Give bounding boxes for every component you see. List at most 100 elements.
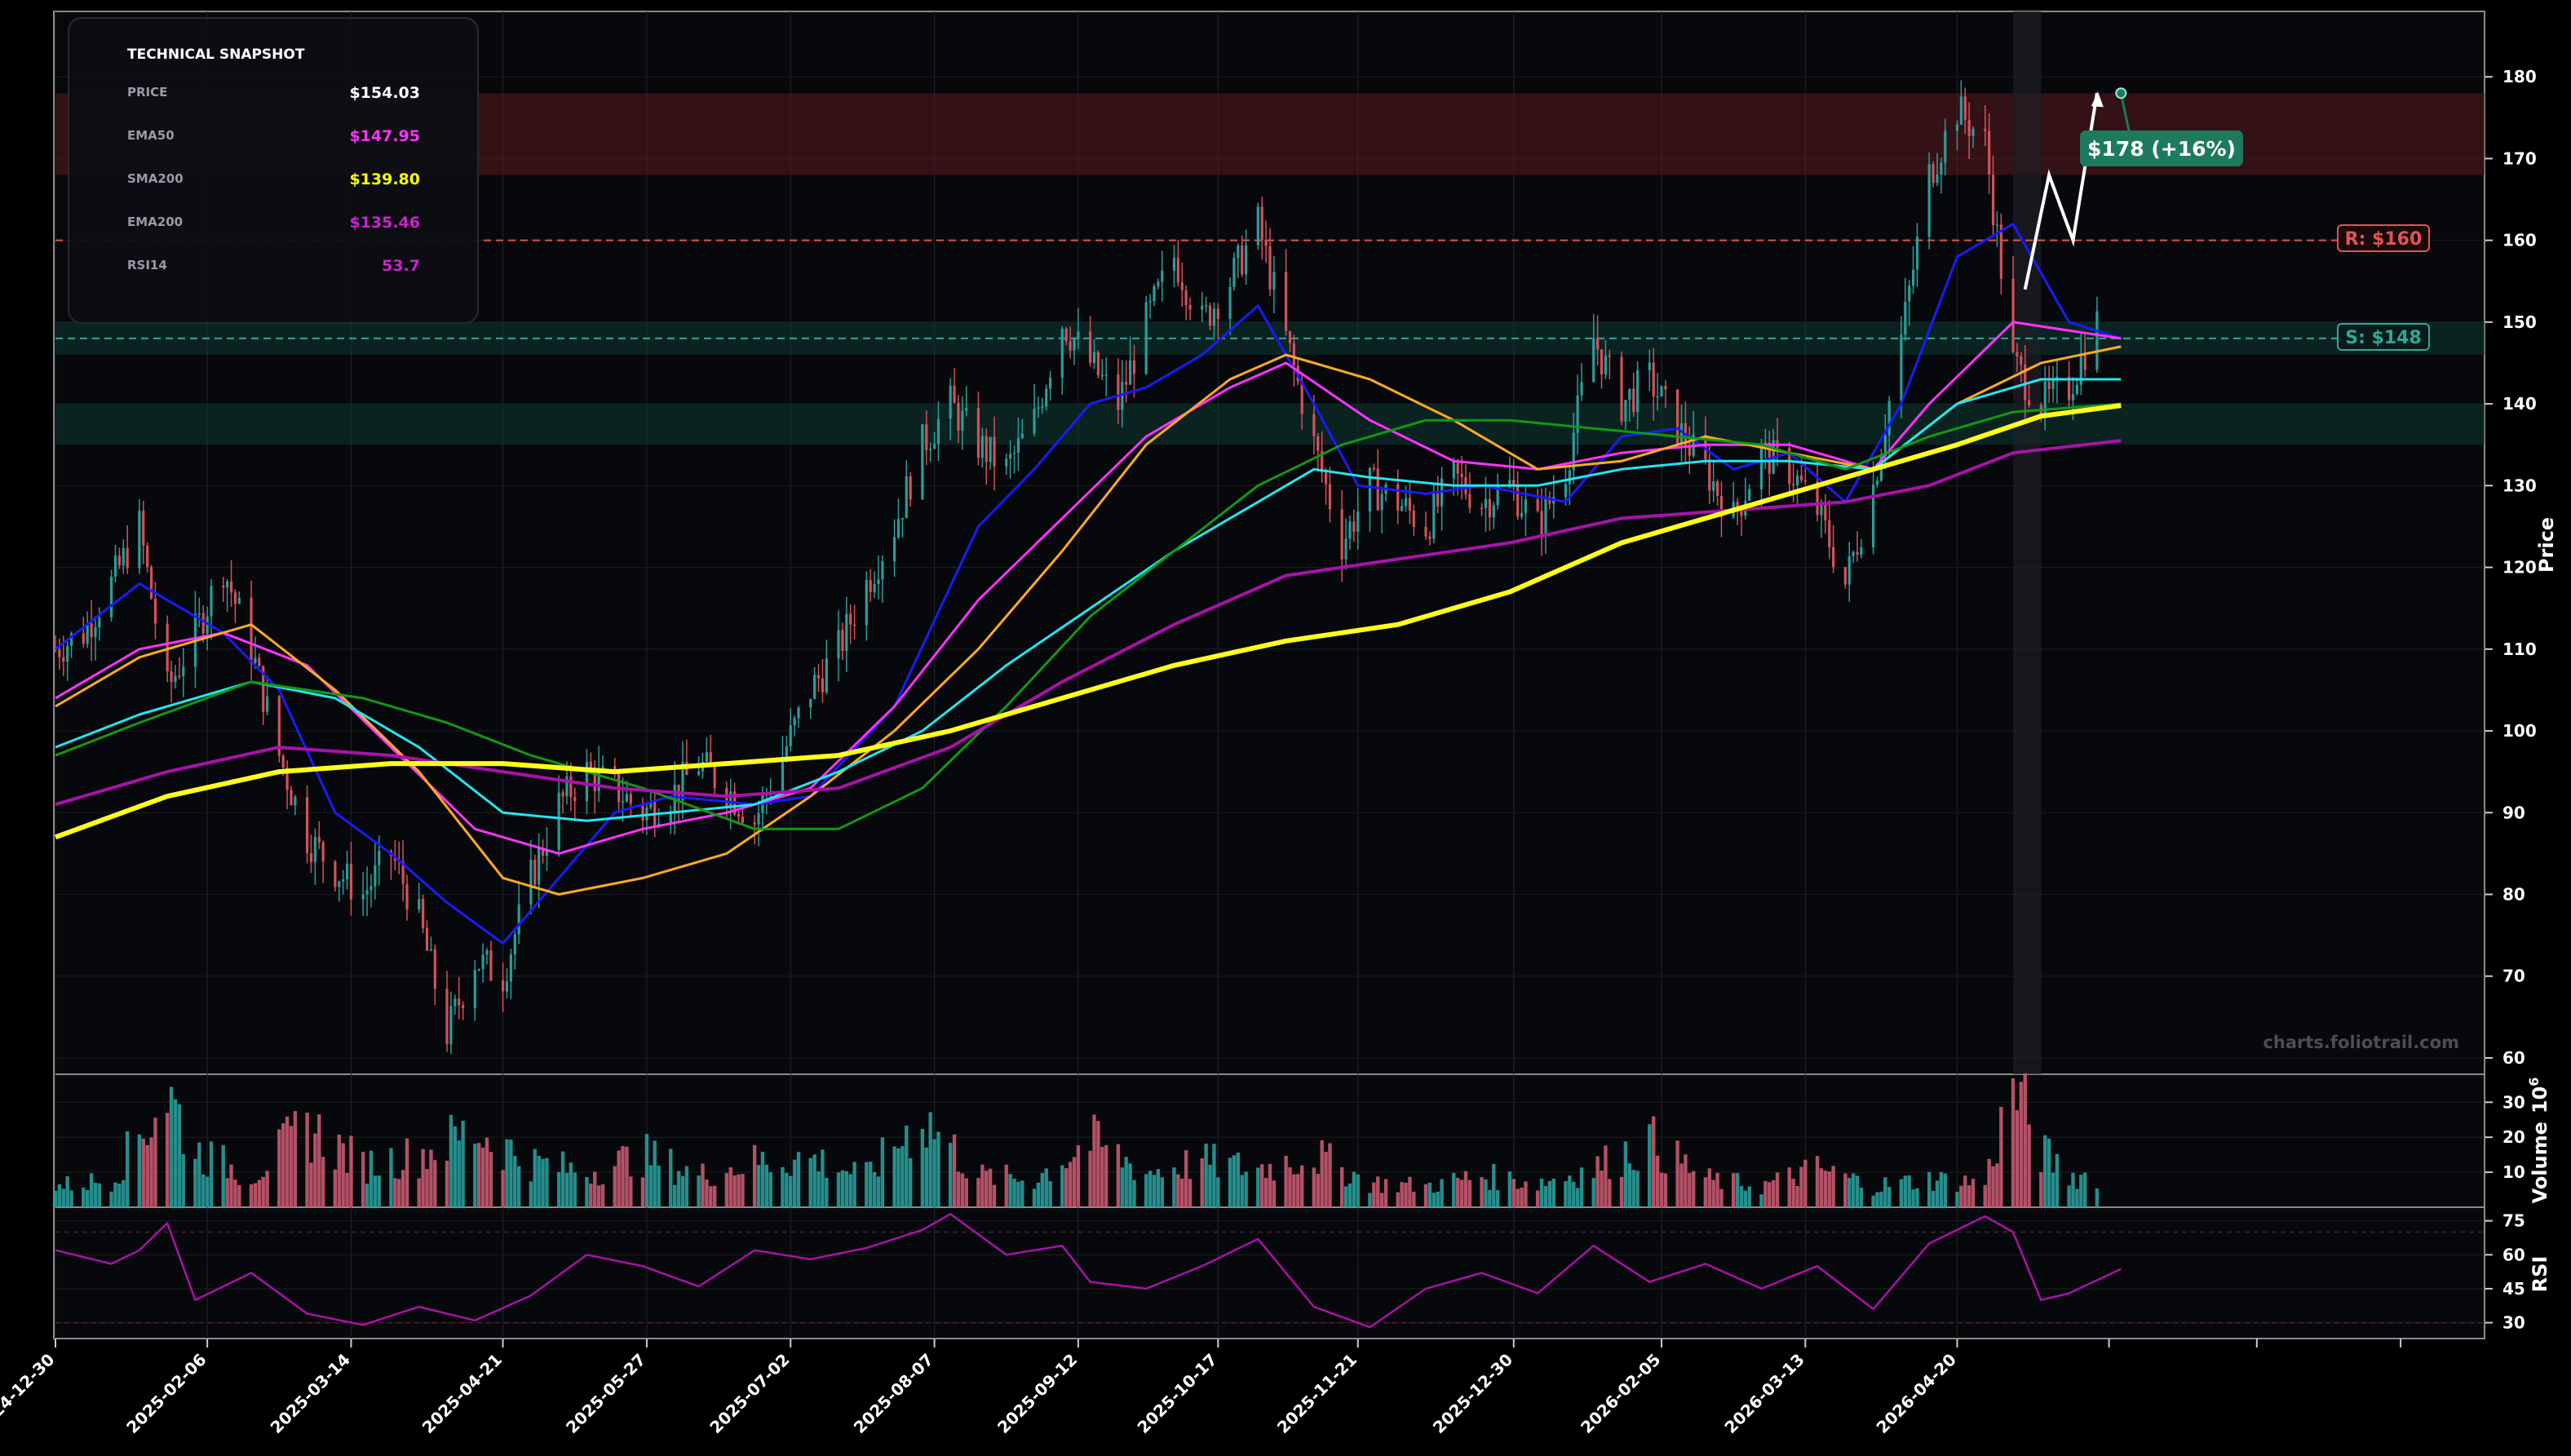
candle-body (226, 581, 229, 588)
volume-bar (1100, 1146, 1104, 1207)
volume-bar (181, 1153, 185, 1207)
volume-bar (1244, 1171, 1248, 1207)
volume-bar (596, 1185, 601, 1207)
candle-body (222, 586, 225, 588)
volume-axis-title-text: Volume (2529, 1122, 2551, 1203)
candle-body (1232, 257, 1236, 287)
candle-body (1828, 520, 1831, 547)
volume-bar (277, 1129, 281, 1207)
volume-bar (501, 1170, 505, 1207)
candle-body (2083, 355, 2086, 370)
volume-bar (2023, 1073, 2027, 1207)
volume-bar (905, 1125, 909, 1207)
volume-bar (2055, 1153, 2060, 1207)
candle-body (1020, 433, 1024, 438)
candle-body (146, 545, 149, 568)
volume-bar (89, 1173, 94, 1207)
volume-bar (473, 1144, 477, 1207)
volume-bar (1763, 1180, 1768, 1207)
volume-bar (705, 1179, 709, 1207)
candle-body (1847, 555, 1851, 585)
candle-body (210, 586, 213, 617)
volume-bar (640, 1177, 645, 1207)
volume-bar (789, 1175, 793, 1207)
volume-bar (257, 1179, 261, 1207)
candle-body (445, 989, 449, 1045)
candle-body (237, 597, 241, 604)
candle-body (1971, 128, 1975, 136)
volume-bar (137, 1134, 142, 1207)
volume-bar (1735, 1173, 1740, 1207)
candle-body (405, 883, 409, 909)
candle-body (1212, 308, 1216, 326)
volume-bar (1452, 1172, 1456, 1207)
volume-bar (1843, 1173, 1847, 1207)
volume-bar (908, 1157, 913, 1207)
volume-bar (1652, 1116, 1656, 1207)
volume-bar (1719, 1188, 1724, 1207)
candle-body (1208, 305, 1212, 326)
candle-body (82, 633, 85, 644)
volume-bar (1412, 1192, 1416, 1207)
candle-body (1312, 414, 1316, 436)
volume-bar (125, 1131, 130, 1207)
volume-bar (672, 1184, 677, 1207)
candle-body (1316, 436, 1320, 451)
candle-body (989, 436, 992, 462)
volume-bar (1339, 1167, 1344, 1207)
candle-body (1516, 486, 1520, 517)
volume-bar (489, 1152, 493, 1207)
volume-bar (1232, 1155, 1237, 1207)
volume-bar (1316, 1174, 1320, 1207)
candle-body (1548, 497, 1551, 504)
recent-highlight (2013, 11, 2042, 1074)
volume-bar (936, 1131, 940, 1207)
volume-bar (1516, 1188, 1520, 1207)
candle-body (1148, 301, 1152, 303)
candle-body (573, 797, 577, 802)
volume-bar (1016, 1181, 1020, 1207)
volume-bar (221, 1144, 225, 1207)
volume-bar (1299, 1165, 1304, 1207)
candle-body (545, 849, 549, 856)
candle-body (1995, 224, 1999, 226)
candle-body (1932, 164, 1935, 184)
candle-body (1428, 536, 1432, 539)
volume-bar (1939, 1171, 1944, 1207)
volume-bar (2019, 1082, 2024, 1207)
candle-body (58, 649, 61, 657)
volume-bar (1260, 1164, 1264, 1207)
candle-body (1908, 285, 1911, 302)
volume-bar (2011, 1078, 2016, 1207)
candle-body (953, 385, 956, 403)
volume-bar (1600, 1171, 1604, 1207)
volume-bar (1292, 1174, 1296, 1207)
snapshot-price-label: PRICE (127, 85, 167, 100)
candle-body (1009, 454, 1012, 459)
candle-body (149, 567, 153, 599)
volume-bar (505, 1139, 509, 1207)
candle-body (1064, 328, 1068, 342)
candle-body (86, 623, 89, 644)
volume-bar (792, 1159, 797, 1207)
y-tick-label: 30 (2502, 1313, 2525, 1333)
candle-body (1984, 128, 1987, 131)
volume-bar (760, 1152, 765, 1207)
volume-bar (1104, 1144, 1108, 1207)
candle-body (517, 904, 520, 935)
candle-body (229, 581, 233, 593)
candle-body (845, 613, 848, 651)
candle-body (1628, 388, 1631, 401)
volume-bar (1427, 1182, 1432, 1207)
candle-body (1843, 567, 1847, 585)
volume-bar (69, 1190, 73, 1207)
y-tick-label: 180 (2502, 67, 2537, 86)
highlight-band (2013, 11, 2042, 1074)
candle-body (1157, 281, 1160, 286)
moving-average-line-2 (55, 345, 2122, 896)
volume-bar (1907, 1175, 1911, 1207)
volume-bar (560, 1151, 565, 1207)
candle-body (489, 950, 493, 981)
volume-bar (2015, 1110, 2020, 1207)
candle-body (1117, 374, 1120, 410)
